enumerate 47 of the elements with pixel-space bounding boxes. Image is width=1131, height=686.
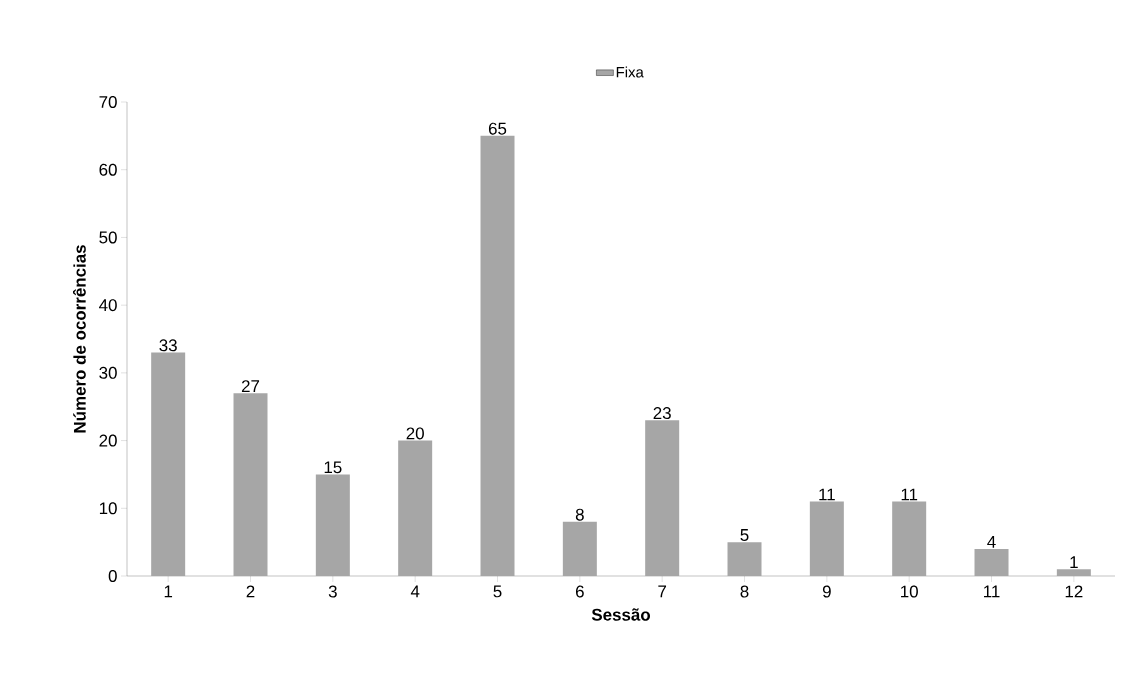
- data-label: 11: [901, 488, 918, 501]
- x-tick-label: 4: [410, 585, 420, 598]
- bar: [727, 542, 762, 576]
- x-tick-label: 1: [164, 585, 173, 598]
- data-label: 8: [575, 508, 584, 521]
- y-tick-label: 0: [108, 570, 117, 582]
- bar: [151, 352, 186, 576]
- bar: [974, 548, 1009, 576]
- x-tick-label: 8: [740, 585, 749, 598]
- y-tick-label: 50: [99, 231, 117, 244]
- bar: [1056, 569, 1091, 576]
- data-label: 1: [1070, 556, 1078, 569]
- x-tick-label: 12: [1065, 585, 1083, 598]
- data-label: 5: [740, 529, 749, 541]
- x-tick-label: 5: [493, 585, 502, 598]
- bar: [562, 521, 597, 576]
- x-tick-label: 7: [658, 585, 667, 598]
- bar: [892, 501, 927, 576]
- data-label: 20: [406, 427, 424, 440]
- x-tick-label: 2: [246, 585, 255, 598]
- data-label: 27: [241, 380, 260, 392]
- bar: [480, 135, 515, 576]
- data-label: 4: [987, 536, 996, 548]
- bar: [233, 393, 268, 576]
- x-tick-label: 10: [901, 585, 918, 598]
- bar: [645, 420, 680, 576]
- x-tick-label: 3: [328, 585, 337, 598]
- bar: [809, 501, 844, 576]
- y-tick-label: 40: [99, 299, 117, 312]
- y-axis-title: Número de ocorrências: [73, 245, 86, 433]
- x-tick-label: 9: [822, 585, 831, 598]
- y-tick-label: 10: [99, 502, 117, 515]
- data-label: 33: [159, 339, 177, 352]
- data-label: 65: [488, 122, 507, 135]
- x-tick-label: 6: [575, 585, 584, 598]
- x-axis-title: Sessão: [591, 608, 650, 621]
- data-label: 11: [819, 488, 835, 501]
- y-tick-label: 30: [99, 366, 117, 379]
- data-label: 15: [324, 461, 342, 474]
- bar: [315, 474, 350, 576]
- data-label: 23: [653, 407, 671, 420]
- legend-label: Fixa: [616, 66, 644, 78]
- x-tick-label: 11: [984, 585, 1000, 598]
- y-tick-label: 70: [99, 96, 117, 108]
- y-tick-label: 20: [99, 434, 117, 447]
- y-tick-label: 60: [99, 163, 117, 176]
- bar: [398, 440, 433, 576]
